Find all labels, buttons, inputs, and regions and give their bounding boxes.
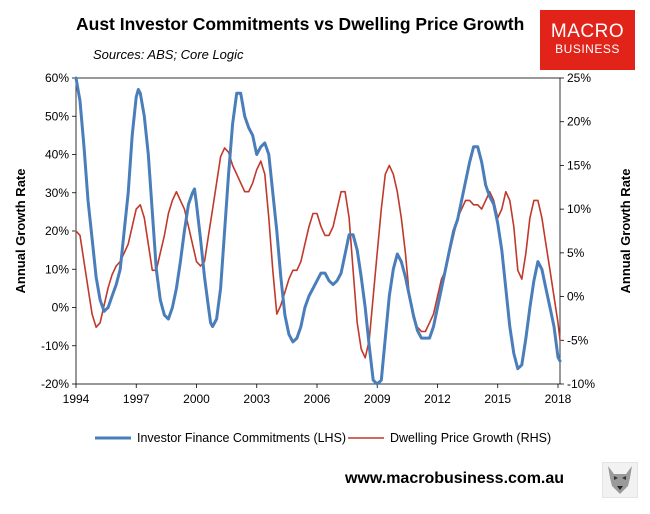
left-tick-label: -20% (41, 377, 69, 391)
wolf-icon (602, 462, 638, 498)
x-tick-label: 2012 (424, 392, 451, 406)
legend-investor-label: Investor Finance Commitments (LHS) (137, 431, 346, 445)
left-tick-label: -10% (41, 339, 69, 353)
left-tick-label: 50% (45, 109, 69, 123)
x-tick-label: 2018 (545, 392, 572, 406)
right-tick-label: -10% (567, 377, 595, 391)
right-tick-label: 25% (567, 71, 591, 85)
macrobusiness-logo: MACRO BUSINESS (540, 10, 635, 70)
right-tick-label: 10% (567, 202, 591, 216)
chart-title: Aust Investor Commitments vs Dwelling Pr… (76, 14, 525, 34)
right-tick-label: 15% (567, 158, 591, 172)
x-tick-label: 2006 (304, 392, 331, 406)
plot-border (75, 77, 561, 385)
x-tick-label: 2003 (243, 392, 270, 406)
right-tick-label: 5% (567, 246, 585, 260)
chart-sources: Sources: ABS; Core Logic (93, 47, 244, 62)
x-tick-label: 2015 (484, 392, 511, 406)
website-url: www.macrobusiness.com.au (345, 470, 565, 487)
left-axis-title: Annual Growth Rate (13, 169, 28, 294)
logo-line-1: MACRO (550, 21, 625, 42)
x-tick-label: 2000 (183, 392, 210, 406)
right-axis-title: Annual Growth Rate (618, 169, 633, 294)
investor-series-line (74, 76, 562, 386)
left-tick-label: 0% (52, 301, 70, 315)
x-tick-label: 1997 (123, 392, 150, 406)
left-tick-label: 10% (45, 262, 69, 276)
left-tick-label: 30% (45, 186, 69, 200)
left-tick-label: 60% (45, 71, 69, 85)
right-tick-label: -5% (567, 333, 589, 347)
left-tick-label: 40% (45, 148, 69, 162)
legend-dwelling-label: Dwelling Price Growth (RHS) (390, 431, 551, 445)
logo-line-2: BUSINESS (555, 42, 620, 56)
x-tick-label: 1994 (63, 392, 90, 406)
left-tick-label: 20% (45, 224, 69, 238)
x-tick-label: 2009 (364, 392, 391, 406)
right-tick-label: 20% (567, 115, 591, 129)
right-tick-label: 0% (567, 290, 585, 304)
